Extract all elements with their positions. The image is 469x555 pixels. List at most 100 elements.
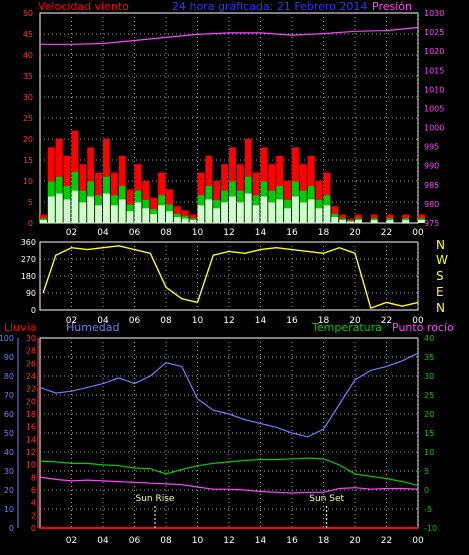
x-tick-label: 18 xyxy=(318,228,330,238)
avg-bar xyxy=(142,208,150,223)
rain-y-tick: 16 xyxy=(26,423,36,432)
x-tick-label: 10 xyxy=(192,316,204,326)
avg-bar xyxy=(292,196,299,223)
temp-y-tick: 40 xyxy=(424,334,434,343)
avg-bar xyxy=(134,202,142,223)
pressure-y-tick: 985 xyxy=(424,181,439,190)
direction-y-tick: 270 xyxy=(21,255,36,264)
wind-y-tick: 30 xyxy=(23,93,33,102)
pressure-y-tick: 1000 xyxy=(424,124,444,133)
tick-labels: 0202020404040606060808081010101212121414… xyxy=(0,9,444,546)
rain-y-tick: 28 xyxy=(26,347,36,356)
wind-y-tick: 40 xyxy=(23,51,33,60)
avg-bar xyxy=(315,208,323,223)
compass-label-w: W xyxy=(436,253,448,267)
humidity-y-tick: 80 xyxy=(4,372,14,381)
avg-bar xyxy=(213,208,221,223)
x-tick-label: 12 xyxy=(223,316,234,326)
rain-y-tick: 18 xyxy=(26,410,36,419)
pressure-line xyxy=(40,26,419,45)
avg-bar xyxy=(260,196,268,223)
x-tick-label: 22 xyxy=(381,228,392,238)
avg-bar xyxy=(71,190,79,223)
pressure-y-tick: 980 xyxy=(424,200,439,209)
x-tick-label: 10 xyxy=(192,228,204,238)
wind-y-tick: 15 xyxy=(23,156,33,165)
x-tick-label: 18 xyxy=(318,316,330,326)
avg-bar xyxy=(370,220,378,223)
wind-y-tick: 20 xyxy=(23,135,33,144)
compass-label-n2: N xyxy=(436,301,445,315)
humidity-y-tick: 10 xyxy=(4,505,14,514)
compass-label-e: E xyxy=(436,285,444,299)
avg-bar xyxy=(118,199,126,223)
x-tick-label: 02 xyxy=(66,228,77,238)
x-tick-label: 12 xyxy=(223,536,234,546)
rain-y-tick: 30 xyxy=(26,334,36,343)
x-tick-label: 04 xyxy=(97,536,109,546)
avg-bar xyxy=(244,193,252,223)
pressure-y-tick: 1025 xyxy=(424,28,444,37)
pressure-y-tick: 1030 xyxy=(424,9,444,18)
top-grid xyxy=(40,13,419,223)
avg-bar xyxy=(63,199,71,223)
pressure-label: Presión xyxy=(372,0,412,13)
rain-y-tick: 2 xyxy=(31,511,36,520)
x-tick-label: 08 xyxy=(160,316,172,326)
x-tick-label: 20 xyxy=(349,536,361,546)
direction-y-tick: 90 xyxy=(26,289,36,298)
x-tick-label: 14 xyxy=(255,536,267,546)
wind-y-tick: 50 xyxy=(23,9,33,18)
pressure-y-tick: 1005 xyxy=(424,104,444,113)
humidity-y-tick: 20 xyxy=(4,486,14,495)
sunset-label: Sun Set xyxy=(309,494,344,504)
wind-y-tick: 0 xyxy=(28,219,33,228)
avg-bar xyxy=(418,220,425,223)
avg-bar xyxy=(323,205,331,223)
x-tick-label: 08 xyxy=(160,228,172,238)
avg-bar xyxy=(355,220,362,223)
avg-bar xyxy=(236,202,244,223)
rain-y-tick: 10 xyxy=(26,461,36,470)
avg-bar xyxy=(47,196,55,223)
x-tick-label: 16 xyxy=(286,228,298,238)
temp-y-tick: 25 xyxy=(424,391,434,400)
humidity-y-tick: 70 xyxy=(4,391,14,400)
temperature-label: Temperatura xyxy=(311,321,382,334)
x-tick-label: 10 xyxy=(192,536,204,546)
avg-bar xyxy=(87,196,95,223)
avg-bar xyxy=(166,211,173,223)
rain-y-tick: 24 xyxy=(26,372,36,381)
wind-y-tick: 25 xyxy=(23,114,33,123)
rain-y-tick: 22 xyxy=(26,385,36,394)
rain-y-tick: 8 xyxy=(31,473,36,482)
temp-y-tick: 10 xyxy=(424,448,434,457)
temp-y-tick: -5 xyxy=(424,505,432,514)
humidity-y-tick: 50 xyxy=(4,429,14,438)
rain-label: Lluvia xyxy=(4,321,36,334)
x-tick-label: 14 xyxy=(255,316,267,326)
avg-bar xyxy=(95,205,102,223)
rain-y-tick: 6 xyxy=(31,486,36,495)
temp-y-tick: 30 xyxy=(424,372,434,381)
avg-bar xyxy=(276,199,284,223)
wind-y-tick: 35 xyxy=(23,72,33,81)
avg-bar xyxy=(40,220,47,223)
avg-bar xyxy=(339,220,347,223)
humidity-line xyxy=(39,352,419,438)
dewpoint-label: Punto rocío xyxy=(392,321,454,334)
humidity-y-tick: 30 xyxy=(4,467,14,476)
avg-bar xyxy=(331,217,339,223)
x-tick-label: 06 xyxy=(129,316,141,326)
avg-bar xyxy=(126,211,134,223)
avg-bar xyxy=(55,193,63,223)
rain-y-tick: 12 xyxy=(26,448,36,457)
avg-bar xyxy=(268,202,276,223)
dewpoint-line xyxy=(39,476,419,494)
compass-label-n1: N xyxy=(436,238,445,252)
x-tick-label: 18 xyxy=(318,536,330,546)
avg-bar xyxy=(299,202,307,223)
x-tick-label: 14 xyxy=(255,228,267,238)
direction-y-tick: 360 xyxy=(21,238,36,247)
wind-speed-label: Velocidad viento xyxy=(38,0,129,13)
